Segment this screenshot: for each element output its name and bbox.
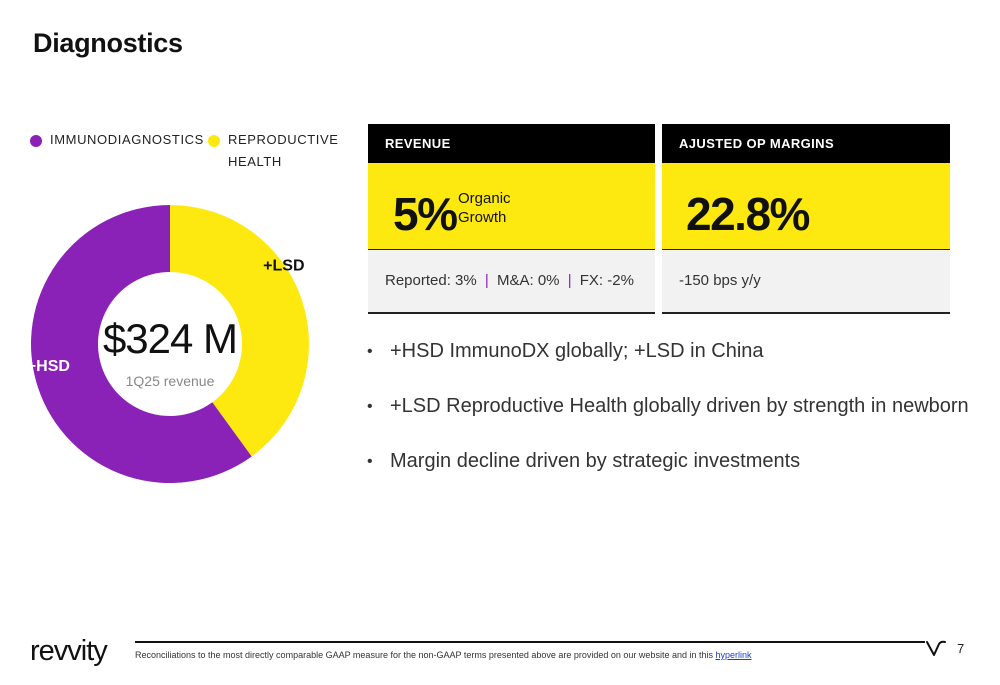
donut-data-label: +LSD — [263, 257, 304, 274]
ma-growth: M&A: 0% — [496, 272, 560, 289]
logo-wordmark: revvity — [30, 635, 108, 667]
revenue-donut-chart: +LSD +HSD — [30, 205, 310, 483]
donut-slice-immunodiagnostics — [31, 205, 252, 483]
donut-center-value: $324 M — [102, 315, 238, 362]
organic-growth-label-line1: Organic — [458, 190, 511, 207]
donut-slice-reproductive-health — [170, 205, 310, 457]
hyperlink[interactable]: hyperlink — [715, 650, 752, 660]
legend-item-immunodiagnostics: IMMUNODIAGNOSTICS — [30, 132, 204, 151]
legend-dot-yellow — [208, 135, 220, 147]
list-item: +LSD Reproductive Health globally driven… — [367, 395, 969, 450]
separator: | — [567, 272, 572, 289]
margin-card: AJUSTED OP MARGINS 22.8% -150 bps y/y — [662, 124, 950, 314]
margin-card-footer: -150 bps y/y — [662, 250, 950, 314]
op-margin-value: 22.8% — [686, 188, 810, 240]
revenue-card-body: 5% Organic Growth — [368, 163, 655, 250]
organic-growth-label-line2: Growth — [458, 209, 507, 226]
page-number: 7 — [957, 641, 965, 656]
donut-center-label: 1Q25 revenue — [125, 373, 215, 389]
reported-growth: Reported: 3% — [385, 272, 477, 289]
legend-label: IMMUNODIAGNOSTICS — [50, 132, 204, 147]
revvity-mark-icon — [926, 640, 946, 656]
page-title: Diagnostics — [33, 28, 183, 58]
revenue-card-footer: Reported: 3% | M&A: 0% | FX: -2% — [368, 250, 655, 314]
key-points-list: +HSD ImmunoDX globally; +LSD in China +L… — [367, 340, 969, 505]
organic-growth-label: Organic Growth — [458, 189, 511, 227]
revenue-card: REVENUE 5% Organic Growth Reported: 3% |… — [368, 124, 655, 314]
fx-growth: FX: -2% — [579, 272, 634, 289]
separator: | — [484, 272, 489, 289]
donut-data-label: +HSD — [30, 358, 70, 375]
margin-card-header: AJUSTED OP MARGINS — [662, 124, 950, 163]
organic-growth-value: 5% — [393, 188, 458, 240]
footer-divider — [135, 641, 925, 643]
legend-label: REPRODUCTIVE HEALTH — [228, 132, 339, 169]
legend-dot-purple — [30, 135, 42, 147]
list-item: Margin decline driven by strategic inves… — [367, 450, 969, 505]
margin-card-body: 22.8% — [662, 163, 950, 250]
footnote: Reconciliations to the most directly com… — [135, 650, 752, 660]
revenue-card-header: REVENUE — [368, 124, 655, 163]
list-item: +HSD ImmunoDX globally; +LSD in China — [367, 340, 969, 395]
footnote-text: Reconciliations to the most directly com… — [135, 650, 713, 660]
revvity-logo: revvity — [30, 635, 109, 667]
legend-item-reproductive-health: REPRODUCTIVE HEALTH — [208, 132, 338, 173]
